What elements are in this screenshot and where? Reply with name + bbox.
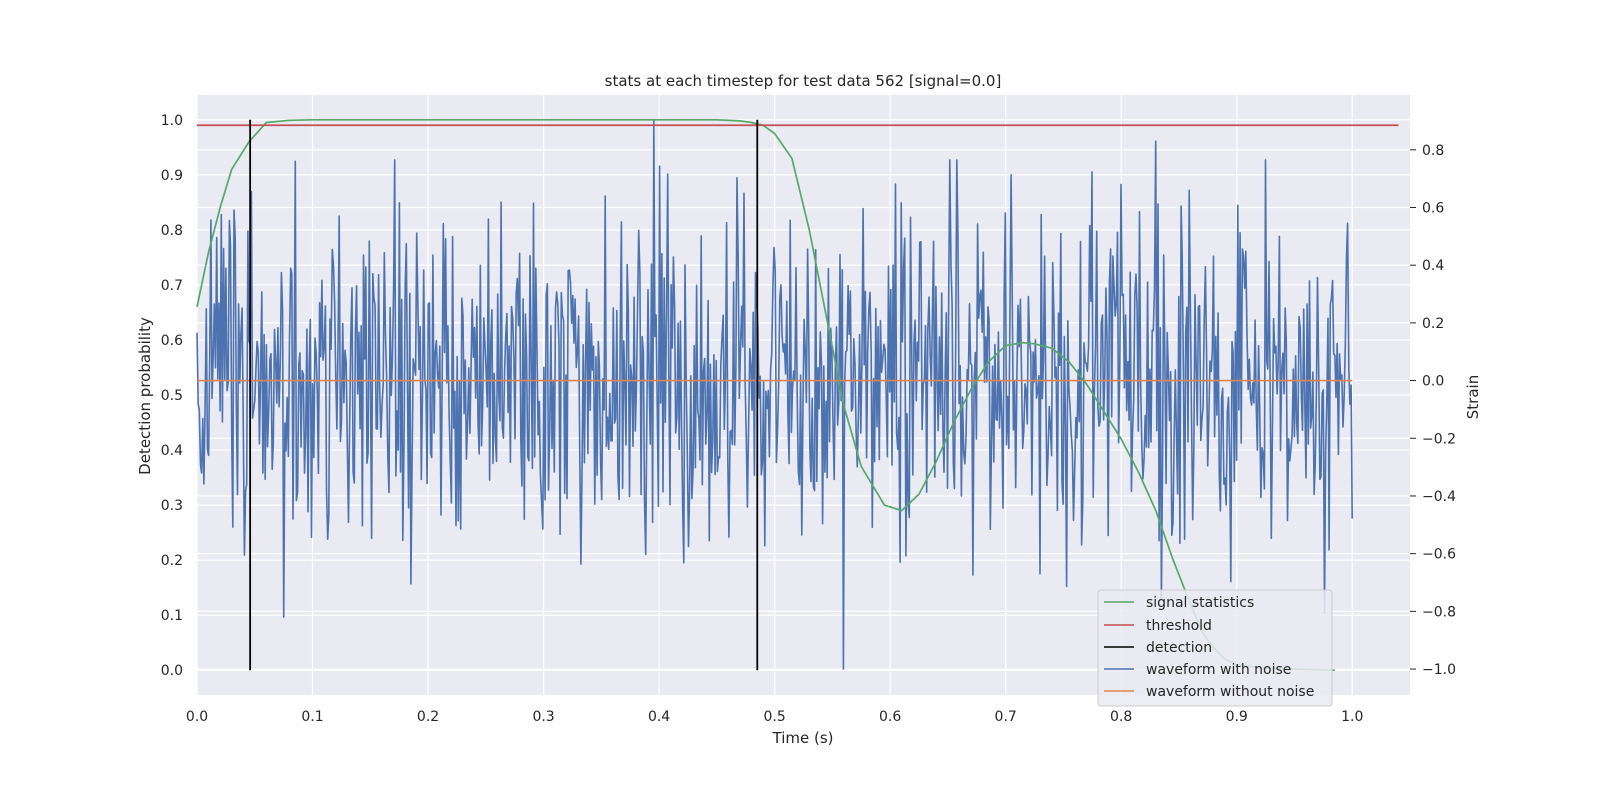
- x-tick-label: 1.0: [1341, 709, 1363, 725]
- legend-entry-detection: detection: [1104, 640, 1212, 656]
- y-left-tick-label: 0.0: [161, 663, 183, 679]
- waveform-with-noise-group: [196, 120, 1353, 670]
- legend-label-waveform-with-noise: waveform with noise: [1146, 662, 1291, 678]
- signal-statistics-line: [196, 118, 1335, 672]
- legend-label-signal-statistics: signal statistics: [1146, 595, 1254, 611]
- x-tick-label: 0.9: [1226, 709, 1248, 725]
- y-left-tick-label: 0.3: [161, 498, 183, 514]
- y-right-tick-label: 0.6: [1422, 201, 1444, 217]
- y-right-tick-label: −0.6: [1422, 547, 1456, 563]
- x-tick-label: 0.6: [879, 709, 901, 725]
- detection-group: [249, 119, 759, 671]
- y-right-tick-label: 0.0: [1422, 374, 1444, 390]
- x-tick-label: 0.2: [417, 709, 439, 725]
- y-left-tick-label: 0.1: [161, 608, 183, 624]
- x-tick-label: 0.7: [995, 709, 1017, 725]
- y-left-tick-label: 0.8: [161, 223, 183, 239]
- y-left-tick-label: 0.2: [161, 553, 183, 569]
- y-left-tick-label: 0.6: [161, 333, 183, 349]
- y-left-tick-label: 0.4: [161, 443, 183, 459]
- y-right-axis-label: Strain: [1464, 375, 1482, 419]
- y-right-tick-label: −0.2: [1422, 431, 1456, 447]
- chart-title: stats at each timestep for test data 562…: [605, 72, 1002, 90]
- legend: signal statistics threshold detection wa…: [1097, 589, 1333, 707]
- x-tick-label: 0.5: [763, 709, 785, 725]
- y-right-tick-label: −0.4: [1422, 489, 1456, 505]
- x-axis-label: Time (s): [772, 729, 834, 747]
- x-tick-label: 0.1: [301, 709, 323, 725]
- y-left-tick-label: 0.5: [161, 388, 183, 404]
- y-right-tick-label: −1.0: [1422, 662, 1456, 678]
- x-tick-label: 0.0: [186, 709, 208, 725]
- legend-entry-threshold: threshold: [1104, 618, 1212, 634]
- legend-entry-signal-statistics: signal statistics: [1104, 595, 1254, 611]
- legend-entry-waveform-without-noise: waveform without noise: [1104, 684, 1314, 700]
- x-tick-label: 0.3: [532, 709, 554, 725]
- x-tick-labels: 0.0 0.1 0.2 0.3 0.4 0.5 0.6 0.7 0.8 0.9 1.0: [186, 709, 1364, 725]
- y-left-tick-labels: 0.0 0.1 0.2 0.3 0.4 0.5 0.6 0.7 0.8 0.9 1.0: [161, 113, 183, 679]
- y-right-tick-label: 0.8: [1422, 143, 1444, 159]
- y-left-tick-label: 0.7: [161, 278, 183, 294]
- y-right-tick-label: 0.2: [1422, 316, 1444, 332]
- legend-label-threshold: threshold: [1146, 618, 1212, 634]
- x-tick-label: 0.8: [1110, 709, 1132, 725]
- signal-statistics-group: [196, 118, 1335, 672]
- y-right-tick-label: 0.4: [1422, 258, 1444, 274]
- y-left-tick-label: 0.9: [161, 168, 183, 184]
- legend-entry-waveform-with-noise: waveform with noise: [1104, 662, 1291, 678]
- y-right-tick-label: −0.8: [1422, 604, 1456, 620]
- x-tick-label: 0.4: [648, 709, 670, 725]
- legend-box: [1097, 589, 1333, 707]
- y-left-tick-label: 1.0: [161, 113, 183, 129]
- y-left-axis-label: Detection probability: [136, 317, 154, 475]
- waveform-with-noise-line: [196, 120, 1353, 670]
- legend-label-waveform-without-noise: waveform without noise: [1146, 684, 1314, 700]
- legend-label-detection: detection: [1146, 640, 1212, 656]
- y-right-tick-labels: −1.0 −0.8 −0.6 −0.4 −0.2 0.0 0.2 0.4 0.6 0.8: [1410, 143, 1456, 678]
